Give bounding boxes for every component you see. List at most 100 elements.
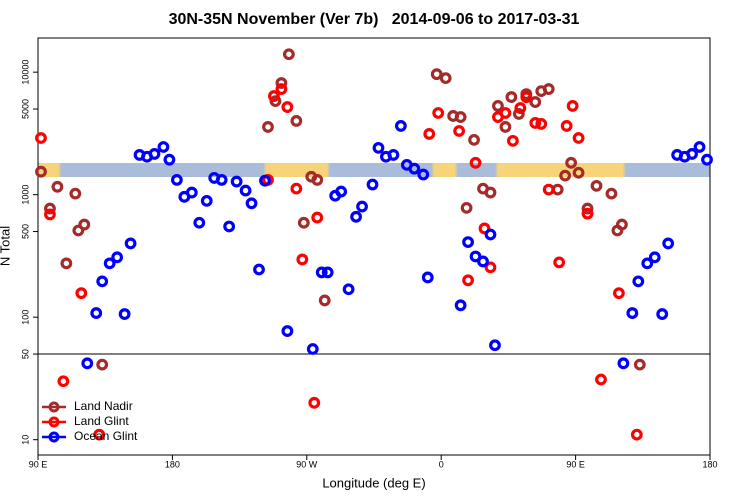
point <box>506 134 519 147</box>
point <box>529 117 542 129</box>
point <box>193 216 206 229</box>
point <box>686 148 698 160</box>
point <box>656 308 669 320</box>
point <box>35 132 47 144</box>
point <box>321 266 334 279</box>
point <box>290 182 303 195</box>
y-tick-label: 10 <box>20 435 30 445</box>
point <box>239 184 252 197</box>
x-tick-label: 180 <box>702 459 717 469</box>
point <box>453 125 466 137</box>
point <box>641 257 654 270</box>
point <box>477 255 489 268</box>
point <box>342 283 355 296</box>
point <box>432 107 445 119</box>
point <box>648 251 661 264</box>
point <box>282 48 295 61</box>
point <box>290 115 303 127</box>
point <box>157 141 170 153</box>
point <box>315 266 328 279</box>
point <box>306 343 319 355</box>
point <box>478 222 491 235</box>
legend-marker <box>48 401 60 413</box>
point <box>387 149 400 161</box>
x-axis-label: Longitude (deg E) <box>322 475 425 490</box>
point <box>223 220 236 233</box>
point <box>605 187 618 200</box>
chart-title: 30N-35N November (Ver 7b) 2014-09-06 to … <box>169 11 580 28</box>
point <box>489 339 501 352</box>
point <box>335 185 348 198</box>
point <box>553 256 566 269</box>
legend-label: Land Nadir <box>74 399 133 413</box>
point <box>617 357 630 370</box>
x-tick-label: 180 <box>165 459 180 469</box>
point <box>275 83 288 95</box>
x-tick-label: 90 E <box>29 459 48 469</box>
point <box>484 261 497 274</box>
point <box>394 120 407 132</box>
point <box>559 169 572 182</box>
point <box>163 153 176 166</box>
point <box>421 271 434 284</box>
point <box>75 287 88 300</box>
y-tick-label: 50 <box>20 349 30 359</box>
point <box>44 202 56 215</box>
point <box>124 237 137 250</box>
point <box>505 91 518 103</box>
point <box>185 186 198 199</box>
point <box>281 325 294 337</box>
point <box>462 236 474 249</box>
point <box>96 275 109 288</box>
point <box>281 101 294 113</box>
point <box>630 428 643 441</box>
y-tick-label: 100 <box>20 310 30 325</box>
point <box>253 263 265 276</box>
point <box>308 396 321 409</box>
point <box>275 77 288 89</box>
point <box>572 132 585 144</box>
point <box>103 257 116 270</box>
point <box>268 90 280 102</box>
point <box>356 200 368 213</box>
point <box>520 91 533 104</box>
y-tick-label: 500 <box>20 224 30 239</box>
land-ocean-strip <box>38 163 710 177</box>
point <box>245 197 258 210</box>
y-axis-label: N Total <box>0 226 12 266</box>
point <box>514 102 527 114</box>
point <box>454 111 467 123</box>
point <box>551 183 564 196</box>
legend-label: Ocean Glint <box>74 429 138 443</box>
point <box>590 179 603 192</box>
point <box>499 107 512 119</box>
legend-marker <box>48 431 60 443</box>
point <box>311 173 324 186</box>
point <box>468 133 480 146</box>
point <box>632 275 645 288</box>
point <box>560 120 573 132</box>
point <box>460 201 473 214</box>
point <box>430 68 443 81</box>
point <box>118 308 131 320</box>
point <box>60 257 73 270</box>
point <box>626 307 639 319</box>
point <box>581 202 594 215</box>
point <box>613 287 625 300</box>
point <box>69 187 82 200</box>
point <box>701 153 713 166</box>
point <box>259 174 271 187</box>
point <box>492 100 504 112</box>
point <box>311 211 324 224</box>
point <box>566 100 579 112</box>
point <box>595 373 607 386</box>
point <box>262 121 274 133</box>
point <box>200 194 213 207</box>
point <box>662 237 675 250</box>
point <box>51 180 64 193</box>
plot-frame <box>37 37 711 456</box>
point <box>170 173 183 186</box>
point <box>297 216 310 229</box>
point <box>81 357 94 370</box>
